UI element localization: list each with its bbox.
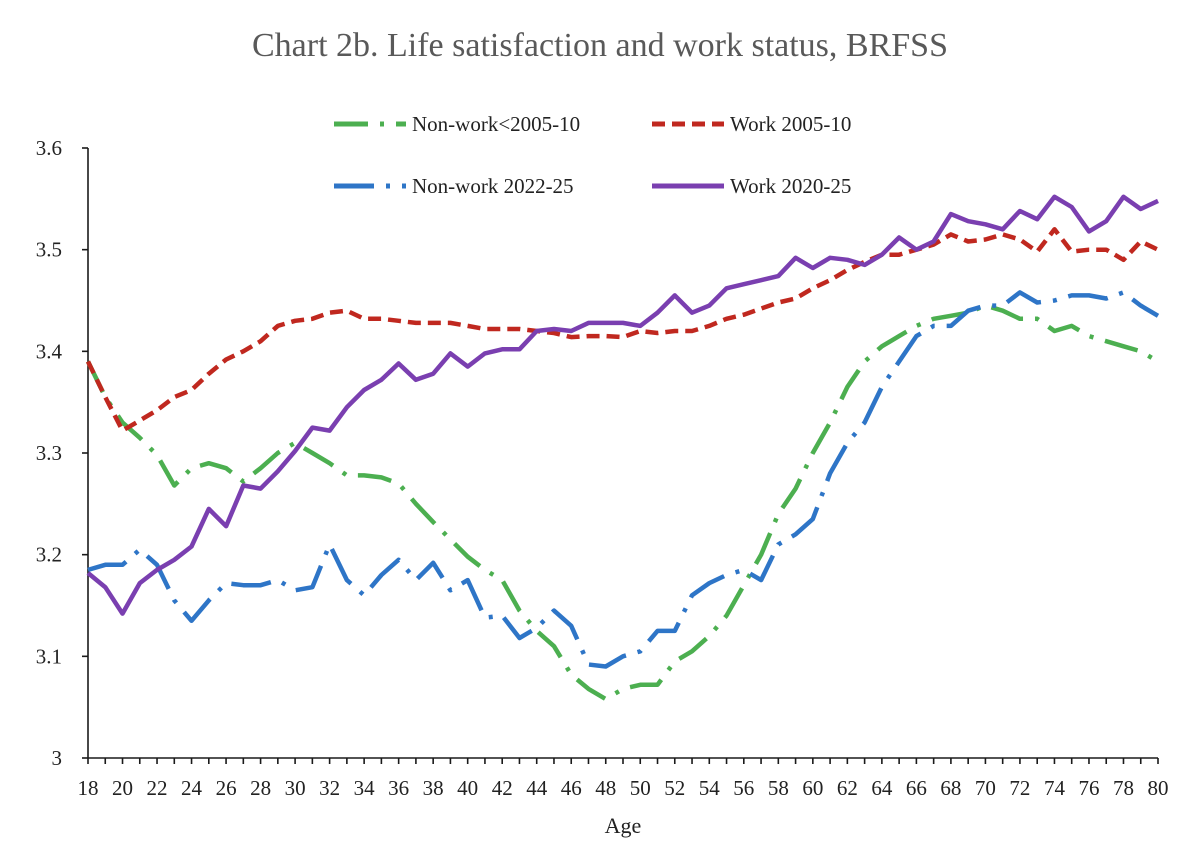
x-tick-label: 44 — [526, 776, 548, 800]
legend-label-2: Work 2005-10 — [730, 112, 851, 136]
x-tick-label: 60 — [802, 776, 823, 800]
x-tick-label: 18 — [78, 776, 99, 800]
x-tick-label: 48 — [595, 776, 616, 800]
x-tick-label: 34 — [354, 776, 376, 800]
y-tick-label: 3.2 — [36, 543, 62, 567]
x-tick-label: 66 — [906, 776, 927, 800]
x-tick-label: 54 — [699, 776, 721, 800]
x-tick-label: 46 — [561, 776, 582, 800]
x-tick-label: 58 — [768, 776, 789, 800]
y-tick-label: 3.1 — [36, 644, 62, 668]
y-tick-label: 3.3 — [36, 441, 62, 465]
x-tick-label: 30 — [285, 776, 306, 800]
x-tick-label: 22 — [147, 776, 168, 800]
legend-label-1: Non-work<2005-10 — [412, 112, 580, 136]
x-tick-label: 62 — [837, 776, 858, 800]
x-tick-label: 70 — [975, 776, 996, 800]
x-tick-label: 28 — [250, 776, 271, 800]
x-tick-label: 72 — [1009, 776, 1030, 800]
series-line-3 — [87, 290, 1160, 669]
legend: Non-work<2005-10 Work 2005-10 Non-work 202… — [334, 112, 851, 198]
x-tick-label: 26 — [216, 776, 237, 800]
x-tick-label: 78 — [1113, 776, 1134, 800]
plot-area: 3 3.1 3.2 3.3 3.4 3.5 3.6 18 20 22 24 26 28 30 32 34 36 3… — [36, 136, 1169, 800]
series-line-2 — [85, 227, 1159, 433]
x-tick-label: 40 — [457, 776, 478, 800]
x-tick-label: 76 — [1078, 776, 1099, 800]
y-tick-label: 3.6 — [36, 136, 62, 160]
x-tick-label: 74 — [1044, 776, 1066, 800]
x-tick-label: 36 — [388, 776, 409, 800]
x-tick-label: 56 — [733, 776, 754, 800]
y-tick-label: 3 — [52, 746, 63, 770]
legend-label-4: Work 2020-25 — [730, 174, 851, 198]
x-tick-label: 52 — [664, 776, 685, 800]
chart-title: Chart 2b. Life satisfaction and work sta… — [252, 27, 948, 64]
x-tick-label: 42 — [492, 776, 513, 800]
x-tick-label: 32 — [319, 776, 340, 800]
y-tick-label: 3.5 — [36, 238, 62, 262]
y-tick-label: 3.4 — [36, 339, 63, 363]
x-tick-label: 80 — [1148, 776, 1169, 800]
x-tick-label: 68 — [940, 776, 961, 800]
series-line-4 — [86, 194, 1159, 616]
x-tick-label: 20 — [112, 776, 133, 800]
x-axis-label: Age — [605, 813, 642, 838]
x-tick-label: 50 — [630, 776, 651, 800]
x-tick-label: 64 — [871, 776, 893, 800]
legend-label-3: Non-work 2022-25 — [412, 174, 574, 198]
x-tick-label: 38 — [423, 776, 444, 800]
x-tick-label: 24 — [181, 776, 203, 800]
